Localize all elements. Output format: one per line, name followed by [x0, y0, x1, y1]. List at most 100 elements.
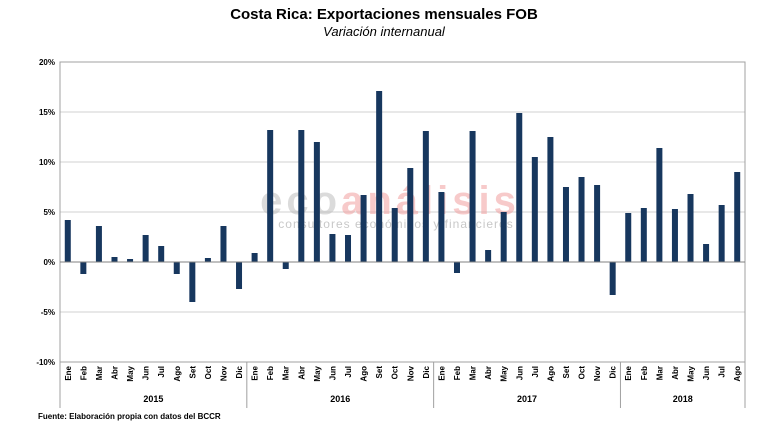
- x-tick-label: May: [687, 365, 696, 381]
- x-tick-label: Ago: [546, 366, 555, 382]
- x-tick-label: Feb: [79, 366, 88, 380]
- x-tick-label: Set: [375, 366, 384, 379]
- x-tick-label: Abr: [671, 366, 680, 380]
- bar: [391, 208, 398, 262]
- bar: [687, 194, 694, 262]
- bar: [204, 258, 211, 262]
- x-tick-label: Mar: [282, 366, 291, 380]
- x-tick-label: May: [126, 365, 135, 381]
- x-tick-label: Feb: [266, 366, 275, 380]
- bar: [734, 172, 741, 262]
- source-note: Fuente: Elaboración propia con datos del…: [38, 412, 221, 421]
- y-tick-label: 15%: [39, 108, 55, 117]
- bar: [189, 262, 196, 302]
- y-tick-label: -10%: [36, 358, 55, 367]
- bar: [656, 148, 663, 262]
- x-tick-label: Set: [562, 366, 571, 379]
- bar: [485, 250, 492, 262]
- plot-frame: [59, 61, 746, 363]
- bar: [671, 209, 678, 262]
- bar: [127, 259, 134, 262]
- bar: [173, 262, 180, 274]
- x-tick-label: May: [313, 365, 322, 381]
- x-tick-label: Ago: [360, 366, 369, 382]
- x-tick-label: May: [500, 365, 509, 381]
- bar: [220, 226, 227, 262]
- x-tick-label: Oct: [578, 366, 587, 380]
- year-label: 2018: [673, 394, 693, 404]
- bar: [298, 130, 305, 262]
- y-tick-label: 0%: [43, 258, 55, 267]
- bar: [547, 137, 554, 262]
- x-tick-label: Nov: [219, 365, 228, 381]
- y-tick-label: 5%: [43, 208, 55, 217]
- y-tick-label: 10%: [39, 158, 55, 167]
- bar: [64, 220, 71, 262]
- x-tick-label: Oct: [204, 366, 213, 380]
- x-tick-label: Dic: [422, 365, 431, 378]
- x-tick-label: Ene: [251, 365, 260, 380]
- x-tick-label: Feb: [640, 366, 649, 380]
- bar: [500, 212, 507, 262]
- bar: [267, 130, 274, 262]
- x-tick-label: Jun: [142, 366, 151, 380]
- x-tick-label: Jul: [531, 366, 540, 378]
- x-tick-label: Dic: [609, 365, 618, 378]
- x-tick-label: Jun: [515, 366, 524, 380]
- x-tick-label: Jul: [718, 366, 727, 378]
- x-tick-label: Dic: [235, 365, 244, 378]
- bar: [625, 213, 632, 262]
- bar: [516, 113, 523, 262]
- x-tick-label: Ago: [733, 366, 742, 382]
- bar: [578, 177, 585, 262]
- x-tick-label: Nov: [406, 365, 415, 381]
- x-tick-label: Nov: [593, 365, 602, 381]
- bar: [407, 168, 414, 262]
- x-tick-label: Abr: [110, 366, 119, 380]
- bar: [376, 91, 383, 262]
- chart-title: Costa Rica: Exportaciones mensuales FOB: [230, 6, 538, 23]
- x-tick-label: Mar: [655, 366, 664, 380]
- x-tick-label: Jun: [702, 366, 711, 380]
- year-label: 2017: [517, 394, 537, 404]
- bars: [64, 91, 741, 302]
- bar: [562, 187, 569, 262]
- bar: [703, 244, 710, 262]
- bar: [158, 246, 165, 262]
- bar: [718, 205, 725, 262]
- axes: -10% -5% 0% 5% 10% 15% 20% Ene Feb Mar Abr May Jun Ju…: [36, 58, 746, 408]
- x-tick-label: Ago: [173, 366, 182, 382]
- year-label: 2015: [143, 394, 163, 404]
- bar: [594, 185, 601, 262]
- x-tick-label: Jul: [157, 366, 166, 378]
- bar: [438, 192, 445, 262]
- x-tick-label: Ene: [64, 365, 73, 380]
- bar: [251, 253, 258, 262]
- x-tick-label: Ene: [624, 365, 633, 380]
- bar: [282, 262, 289, 269]
- x-tick-label: Jun: [328, 366, 337, 380]
- bar: [313, 142, 320, 262]
- x-tick-label: Oct: [391, 366, 400, 380]
- bar: [95, 226, 102, 262]
- bar: [80, 262, 87, 274]
- bar: [111, 257, 118, 262]
- bar: [469, 131, 476, 262]
- x-tick-label: Jul: [344, 366, 353, 378]
- bar: [142, 235, 149, 262]
- year-label: 2016: [330, 394, 350, 404]
- bar: [236, 262, 243, 289]
- chart-subtitle: Variación internanual: [323, 24, 445, 39]
- bar: [453, 262, 460, 273]
- x-tick-label: Abr: [297, 366, 306, 380]
- bar: [422, 131, 429, 262]
- x-tick-label: Ene: [437, 365, 446, 380]
- y-tick-label: 20%: [39, 58, 55, 67]
- x-tick-label: Feb: [453, 366, 462, 380]
- x-tick-label: Set: [188, 366, 197, 379]
- bar: [640, 208, 647, 262]
- bar: [345, 235, 352, 262]
- x-tick-label: Abr: [484, 366, 493, 380]
- bar: [329, 234, 336, 262]
